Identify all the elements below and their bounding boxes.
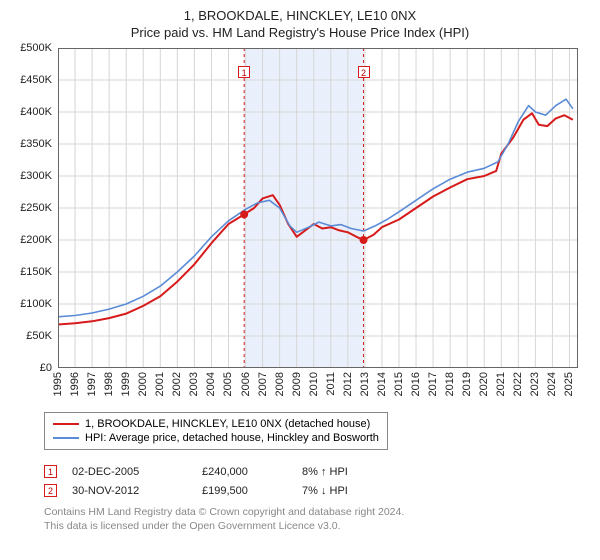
x-tick-label: 2004 [205, 372, 217, 396]
sale-price: £199,500 [202, 485, 302, 497]
y-tick-label: £50K [26, 330, 52, 342]
x-tick-label: 2020 [478, 372, 490, 396]
legend-swatch [53, 437, 79, 439]
x-tick-label: 2007 [257, 372, 269, 396]
x-tick-label: 1996 [69, 372, 81, 396]
x-tick-label: 2013 [359, 372, 371, 396]
x-tick-label: 2015 [393, 372, 405, 396]
sale-detail-row: 2 30-NOV-2012£199,5007% ↓ HPI [44, 481, 590, 500]
x-tick-label: 2024 [546, 372, 558, 396]
x-tick-label: 2005 [222, 372, 234, 396]
legend-label: 1, BROOKDALE, HINCKLEY, LE10 0NX (detach… [85, 418, 370, 430]
sale-date: 02-DEC-2005 [72, 466, 202, 478]
sale-marker: 1 [238, 66, 250, 78]
page-root: 1, BROOKDALE, HINCKLEY, LE10 0NX Price p… [0, 0, 600, 543]
x-tick-label: 2021 [495, 372, 507, 396]
sale-marker: 2 [358, 66, 370, 78]
chart-canvas [58, 48, 578, 368]
sale-detail-row: 1 02-DEC-2005£240,0008% ↑ HPI [44, 462, 590, 481]
x-tick-label: 2002 [171, 372, 183, 396]
x-tick-label: 2006 [240, 372, 252, 396]
y-tick-label: £400K [20, 106, 52, 118]
chart-legend: 1, BROOKDALE, HINCKLEY, LE10 0NX (detach… [44, 412, 388, 450]
x-tick-label: 2016 [410, 372, 422, 396]
y-tick-label: £0 [40, 362, 52, 374]
legend-item: 1, BROOKDALE, HINCKLEY, LE10 0NX (detach… [53, 417, 379, 431]
sale-delta: 7% ↓ HPI [302, 485, 392, 497]
footnote-line: Contains HM Land Registry data © Crown c… [44, 506, 590, 520]
x-tick-label: 2023 [529, 372, 541, 396]
x-tick-label: 2014 [376, 372, 388, 396]
y-tick-label: £150K [20, 266, 52, 278]
x-tick-label: 2009 [291, 372, 303, 396]
price-chart: £0£50K£100K£150K£200K£250K£300K£350K£400… [58, 48, 578, 368]
x-tick-label: 2025 [563, 372, 575, 396]
legend-swatch [53, 423, 79, 425]
y-tick-label: £350K [20, 138, 52, 150]
x-tick-label: 2000 [137, 372, 149, 396]
legend-label: HPI: Average price, detached house, Hinc… [85, 432, 379, 444]
sale-price: £240,000 [202, 466, 302, 478]
y-tick-label: £250K [20, 202, 52, 214]
x-tick-label: 2022 [512, 372, 524, 396]
x-tick-label: 2012 [342, 372, 354, 396]
title-address: 1, BROOKDALE, HINCKLEY, LE10 0NX [10, 8, 590, 23]
x-tick-label: 1995 [52, 372, 64, 396]
x-tick-label: 2018 [444, 372, 456, 396]
title-sub: Price paid vs. HM Land Registry's House … [10, 25, 590, 40]
x-tick-label: 1999 [120, 372, 132, 396]
y-tick-label: £100K [20, 298, 52, 310]
x-tick-label: 1997 [86, 372, 98, 396]
x-tick-label: 2011 [325, 372, 337, 396]
y-tick-label: £300K [20, 170, 52, 182]
x-tick-label: 2019 [461, 372, 473, 396]
y-tick-label: £500K [20, 42, 52, 54]
y-tick-label: £450K [20, 74, 52, 86]
y-tick-label: £200K [20, 234, 52, 246]
footnote-line: This data is licensed under the Open Gov… [44, 520, 590, 534]
footnote: Contains HM Land Registry data © Crown c… [44, 506, 590, 533]
sale-date: 30-NOV-2012 [72, 485, 202, 497]
x-tick-label: 2001 [154, 372, 166, 396]
x-tick-label: 2008 [274, 372, 286, 396]
x-tick-label: 2017 [427, 372, 439, 396]
sale-detail-table: 1 02-DEC-2005£240,0008% ↑ HPI 2 30-NOV-2012… [44, 462, 590, 500]
sale-delta: 8% ↑ HPI [302, 466, 392, 478]
x-tick-label: 2003 [188, 372, 200, 396]
legend-item: HPI: Average price, detached house, Hinc… [53, 431, 379, 445]
x-tick-label: 1998 [103, 372, 115, 396]
sale-marker-icon: 1 [44, 465, 57, 478]
sale-marker-icon: 2 [44, 484, 57, 497]
x-tick-label: 2010 [308, 372, 320, 396]
